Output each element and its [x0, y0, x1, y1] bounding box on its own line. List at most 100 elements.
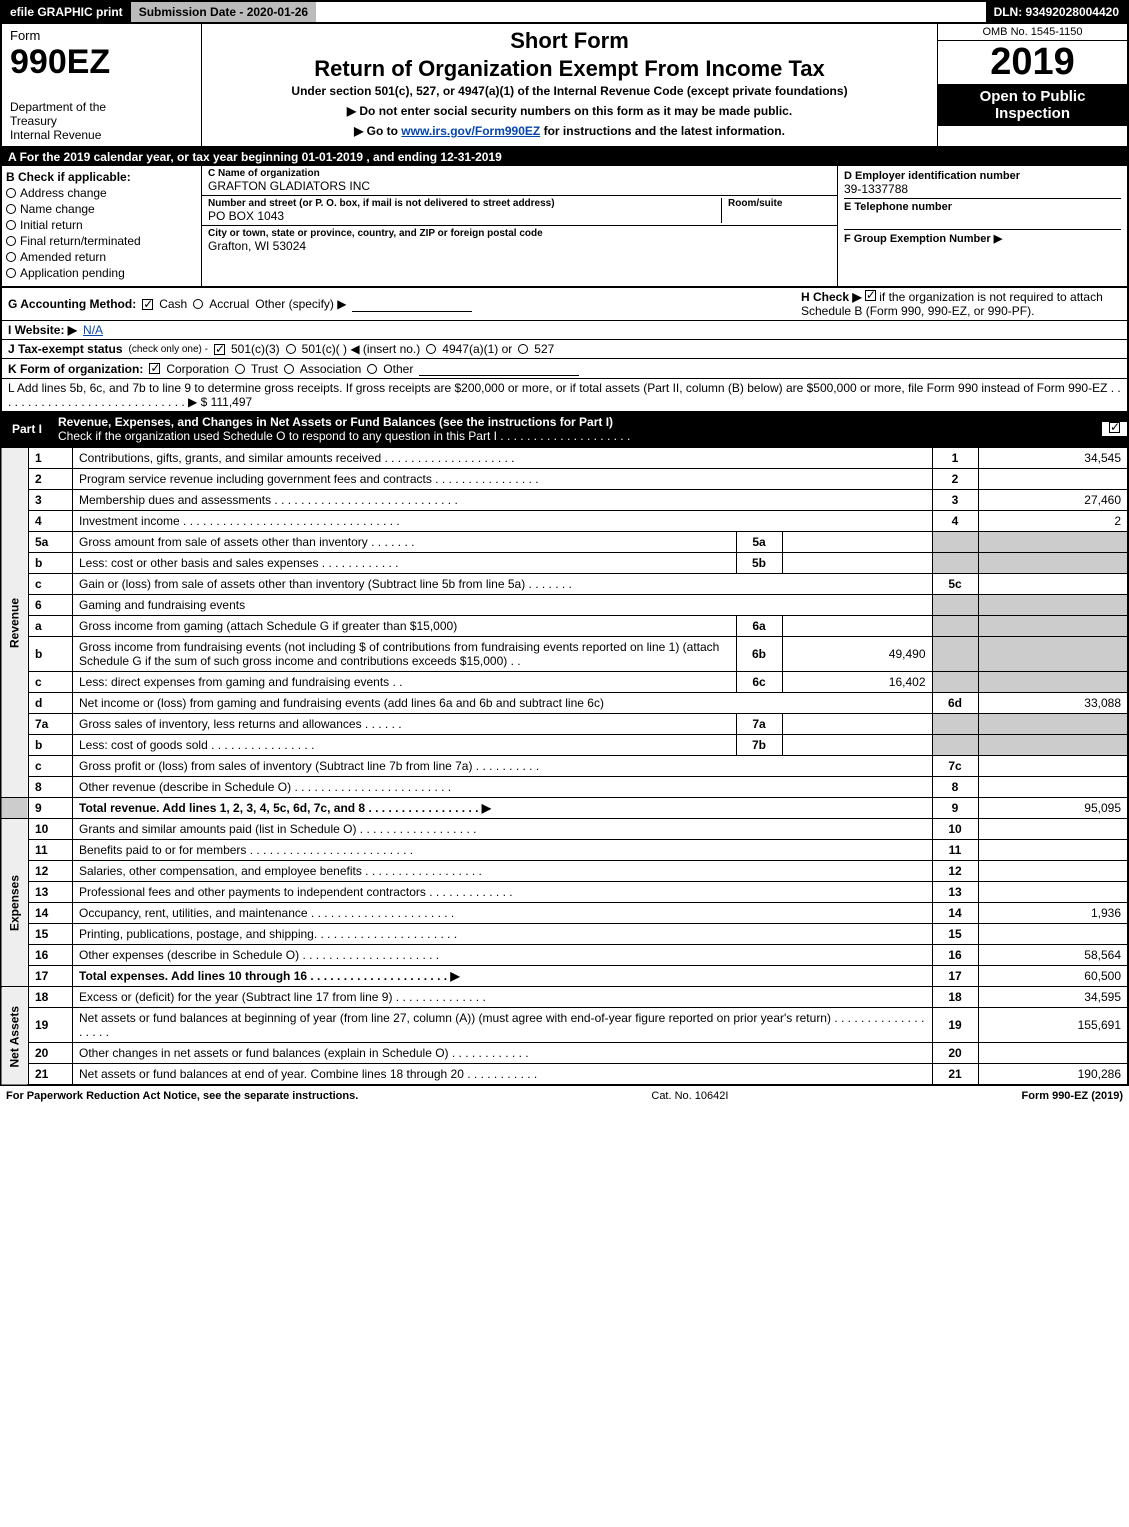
part1-checkbox[interactable]	[1109, 422, 1120, 433]
desc: Total expenses. Add lines 10 through 16 …	[73, 966, 933, 987]
rn: 13	[932, 882, 978, 903]
circle-icon[interactable]	[193, 299, 203, 309]
check-label: Application pending	[20, 266, 125, 280]
lno: 2	[29, 469, 73, 490]
desc: Contributions, gifts, grants, and simila…	[73, 448, 933, 469]
group-exemption-label: F Group Exemption Number ▶	[844, 232, 1121, 245]
irs-link[interactable]: www.irs.gov/Form990EZ	[401, 124, 540, 138]
org-name: GRAFTON GLADIATORS INC	[208, 179, 831, 193]
footer-left-text: For Paperwork Reduction Act Notice, see …	[6, 1090, 358, 1102]
line-8: 8Other revenue (describe in Schedule O) …	[1, 777, 1128, 798]
k-other-line[interactable]	[419, 361, 579, 376]
section-b-title: B Check if applicable:	[6, 170, 197, 184]
amt: 58,564	[978, 945, 1128, 966]
desc: Gross income from gaming (attach Schedul…	[73, 616, 737, 637]
h-pre: H Check ▶	[801, 290, 865, 304]
desc: Benefits paid to or for members . . . . …	[73, 840, 933, 861]
rn: 4	[932, 511, 978, 532]
amt	[978, 574, 1128, 595]
line-7b: bLess: cost of goods sold . . . . . . . …	[1, 735, 1128, 756]
circle-icon[interactable]	[367, 364, 377, 374]
circle-icon[interactable]	[286, 344, 296, 354]
check-amended-return[interactable]: Amended return	[6, 250, 197, 264]
part1-check-cell	[1101, 422, 1127, 436]
k-label: K Form of organization:	[8, 362, 143, 376]
check-final-return[interactable]: Final return/terminated	[6, 234, 197, 248]
lno: 19	[29, 1008, 73, 1043]
check-name-change[interactable]: Name change	[6, 202, 197, 216]
rn-shade	[932, 553, 978, 574]
check-label: Amended return	[20, 250, 106, 264]
desc: Printing, publications, postage, and shi…	[73, 924, 933, 945]
return-title: Return of Organization Exempt From Incom…	[210, 56, 929, 82]
form-number: 990EZ	[10, 43, 193, 82]
rn: 6d	[932, 693, 978, 714]
sec-blank	[1, 798, 29, 819]
circle-icon[interactable]	[235, 364, 245, 374]
org-name-label: C Name of organization	[208, 168, 831, 179]
circle-icon[interactable]	[518, 344, 528, 354]
circle-icon	[6, 252, 16, 262]
amt	[978, 469, 1128, 490]
circle-icon[interactable]	[426, 344, 436, 354]
circle-icon[interactable]	[284, 364, 294, 374]
amt: 60,500	[978, 966, 1128, 987]
j-o4: 527	[534, 342, 554, 356]
row-i: I Website: ▶ N/A	[2, 321, 1127, 340]
rn: 14	[932, 903, 978, 924]
phone-label: E Telephone number	[844, 201, 1121, 213]
rn: 12	[932, 861, 978, 882]
l-text: L Add lines 5b, 6c, and 7b to line 9 to …	[8, 381, 1121, 409]
footer: For Paperwork Reduction Act Notice, see …	[0, 1086, 1129, 1106]
amt-shade	[978, 637, 1128, 672]
amt	[978, 819, 1128, 840]
line-16: 16Other expenses (describe in Schedule O…	[1, 945, 1128, 966]
amt-shade	[978, 714, 1128, 735]
line-21: 21Net assets or fund balances at end of …	[1, 1064, 1128, 1086]
line-15: 15Printing, publications, postage, and s…	[1, 924, 1128, 945]
desc: Less: cost or other basis and sales expe…	[73, 553, 737, 574]
open-to-public: Open to Public Inspection	[938, 84, 1127, 126]
k-o2: Trust	[251, 362, 278, 376]
desc: Other expenses (describe in Schedule O) …	[73, 945, 933, 966]
lno: c	[29, 756, 73, 777]
lno: b	[29, 735, 73, 756]
j-501c3-checkbox[interactable]	[214, 344, 225, 355]
desc: Membership dues and assessments . . . . …	[73, 490, 933, 511]
section-d-e-f: D Employer identification number 39-1337…	[837, 166, 1127, 286]
row-k: K Form of organization: Corporation Trus…	[2, 359, 1127, 379]
line-5b: bLess: cost or other basis and sales exp…	[1, 553, 1128, 574]
desc: Program service revenue including govern…	[73, 469, 933, 490]
other-specify-line[interactable]	[352, 297, 472, 312]
section-c: C Name of organization GRAFTON GLADIATOR…	[202, 166, 837, 286]
amt: 34,545	[978, 448, 1128, 469]
check-label: Initial return	[20, 218, 83, 232]
j-label: J Tax-exempt status	[8, 342, 123, 356]
line-18: Net Assets 18Excess or (deficit) for the…	[1, 987, 1128, 1008]
check-initial-return[interactable]: Initial return	[6, 218, 197, 232]
amt: 95,095	[978, 798, 1128, 819]
check-application-pending[interactable]: Application pending	[6, 266, 197, 280]
ein: 39-1337788	[844, 182, 1121, 196]
midval	[782, 616, 932, 637]
lno: 3	[29, 490, 73, 511]
efile-button[interactable]: efile GRAPHIC print	[2, 2, 131, 22]
line-7c: cGross profit or (loss) from sales of in…	[1, 756, 1128, 777]
check-address-change[interactable]: Address change	[6, 186, 197, 200]
k-corp-checkbox[interactable]	[149, 363, 160, 374]
lno: 17	[29, 966, 73, 987]
j-o3: 4947(a)(1) or	[442, 342, 512, 356]
dept-line-1: Department of the	[10, 100, 193, 114]
goto-pre: ▶ Go to	[354, 124, 401, 138]
website-link[interactable]: N/A	[83, 323, 103, 337]
line-10: Expenses 10Grants and similar amounts pa…	[1, 819, 1128, 840]
line-20: 20Other changes in net assets or fund ba…	[1, 1043, 1128, 1064]
amt	[978, 882, 1128, 903]
h-checkbox[interactable]	[865, 290, 876, 301]
line-17: 17Total expenses. Add lines 10 through 1…	[1, 966, 1128, 987]
lno: 11	[29, 840, 73, 861]
cash-checkbox[interactable]	[142, 299, 153, 310]
j-o1: 501(c)(3)	[231, 342, 280, 356]
rn-shade	[932, 672, 978, 693]
line-13: 13Professional fees and other payments t…	[1, 882, 1128, 903]
